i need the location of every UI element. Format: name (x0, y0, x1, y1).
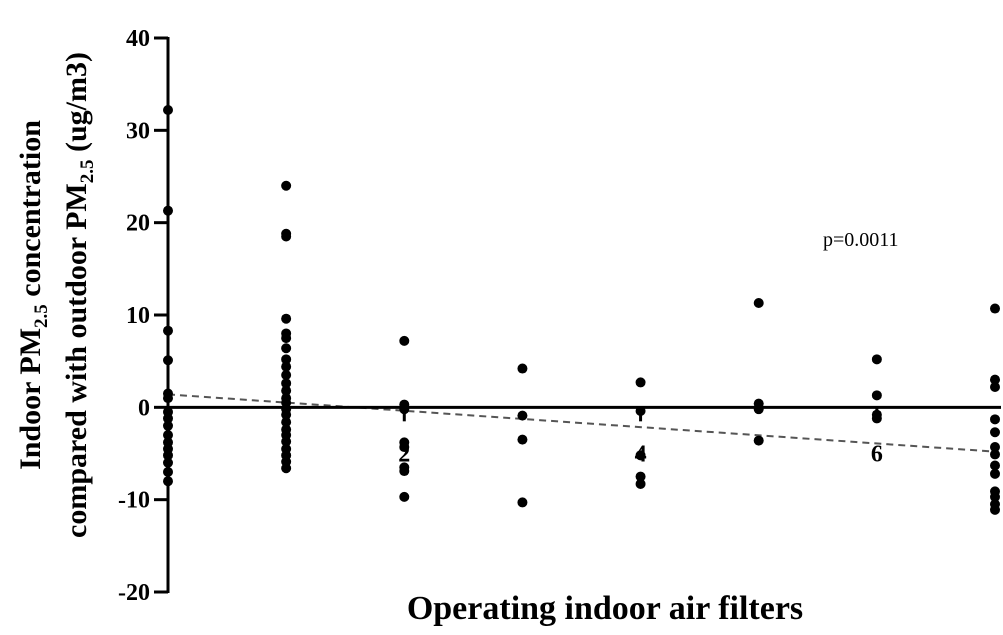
y-tick-label: 30 (126, 118, 150, 144)
data-point (281, 436, 292, 447)
data-point (163, 457, 173, 468)
data-point (281, 409, 292, 420)
data-point (990, 460, 1000, 471)
data-point (163, 105, 173, 116)
y-axis-title-line2: compared with outdoor PM2.5 (ug/m3) (60, 52, 98, 538)
y-title-line2-b: (ug/m3) (60, 52, 93, 160)
data-point (871, 354, 882, 365)
y-tick-label: 0 (138, 395, 150, 421)
data-point (399, 442, 410, 453)
data-point (399, 335, 410, 346)
data-point (990, 303, 1000, 314)
data-point (990, 504, 1000, 515)
y-tick-label: 20 (126, 211, 150, 237)
data-point (163, 355, 173, 366)
data-point (753, 404, 764, 415)
data-point (990, 414, 1000, 425)
data-point (163, 430, 173, 441)
data-point (990, 374, 1000, 385)
data-point (517, 434, 528, 445)
data-point (990, 442, 1000, 453)
data-points (163, 105, 1000, 515)
y-title-line2-a: compared with outdoor PM (60, 183, 93, 538)
data-point (990, 491, 1000, 502)
data-point (399, 404, 410, 415)
data-point (163, 476, 173, 487)
data-point (990, 468, 1000, 479)
data-point (517, 410, 528, 421)
data-point (753, 435, 764, 446)
data-point (635, 406, 646, 417)
data-point (990, 449, 1000, 460)
y-title-line2-sub: 2.5 (77, 160, 98, 184)
x-axis-title: Operating indoor air filters (407, 590, 803, 627)
data-point (163, 325, 173, 336)
data-point (635, 478, 646, 489)
y-tick-label: -20 (118, 580, 150, 606)
data-point (871, 390, 882, 401)
x-tick-label: 6 (871, 441, 883, 467)
data-point (281, 385, 292, 396)
data-point (753, 297, 764, 308)
data-point (517, 497, 528, 508)
data-point (163, 413, 173, 424)
data-point (399, 491, 410, 502)
trend-line (167, 393, 996, 453)
data-point (281, 417, 292, 428)
data-point (871, 413, 882, 424)
data-point (163, 466, 173, 477)
data-point (399, 466, 410, 477)
data-point (163, 393, 173, 404)
y-axis-ticks: -20 -10 0 10 20 30 40 (118, 26, 168, 606)
y-title-line1-a: Indoor PM (14, 328, 47, 470)
y-title-line1-sub: 2.5 (31, 304, 52, 328)
data-point (281, 180, 292, 191)
y-tick-label: -10 (118, 488, 150, 514)
data-point (163, 420, 173, 431)
data-point (281, 361, 292, 372)
y-axis-title-line1: Indoor PM2.5 concentration (14, 120, 52, 470)
data-point (281, 354, 292, 365)
data-point (517, 363, 528, 374)
data-point (990, 382, 1000, 393)
y-tick-label: 40 (126, 26, 150, 52)
y-title-line1-b: concentration (14, 120, 47, 304)
data-point (281, 343, 292, 354)
data-point (635, 377, 646, 388)
data-point (635, 471, 646, 482)
data-point (281, 378, 292, 389)
data-point (990, 427, 1000, 438)
data-point (281, 333, 292, 344)
data-point (163, 450, 173, 461)
data-point (281, 231, 292, 242)
data-point (635, 450, 646, 461)
data-point (163, 205, 173, 216)
data-point (281, 370, 292, 381)
p-value-annotation: p=0.0011 (823, 229, 899, 251)
data-point (281, 463, 292, 474)
y-tick-label: 10 (126, 303, 150, 329)
data-point (281, 313, 292, 324)
